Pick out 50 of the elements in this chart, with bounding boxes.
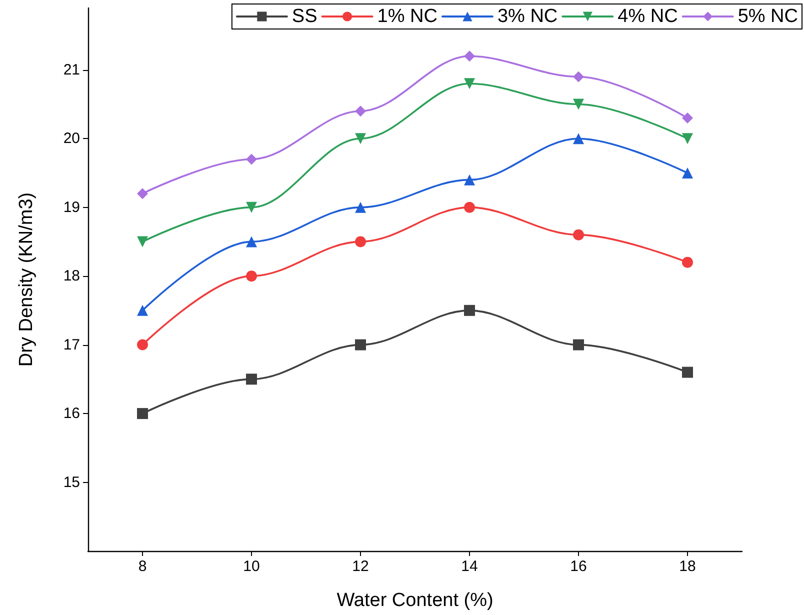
point bbox=[137, 236, 148, 248]
legend-label: 5% NC bbox=[738, 6, 798, 27]
point bbox=[682, 133, 693, 144]
point bbox=[246, 202, 257, 213]
point bbox=[137, 188, 148, 200]
point bbox=[682, 256, 693, 268]
point bbox=[355, 236, 366, 248]
y-tick-label: 21 bbox=[63, 61, 80, 78]
x-tick-label: 16 bbox=[570, 558, 587, 575]
y-tick-label: 18 bbox=[63, 268, 80, 285]
point bbox=[137, 339, 148, 350]
point bbox=[355, 106, 366, 117]
point bbox=[573, 98, 584, 110]
point bbox=[137, 304, 148, 316]
legend-label: 4% NC bbox=[618, 6, 678, 27]
point bbox=[464, 50, 475, 62]
y-tick-label: 17 bbox=[63, 336, 80, 354]
x-tick-label: 14 bbox=[461, 558, 478, 575]
point bbox=[246, 236, 257, 248]
y-axis-title: Dry Density (KN/m3) bbox=[16, 192, 37, 367]
legend-label: 3% NC bbox=[497, 6, 558, 27]
point bbox=[246, 270, 257, 282]
x-tick-label: 12 bbox=[352, 558, 369, 575]
x-tick-label: 18 bbox=[679, 558, 696, 575]
y-tick-label: 16 bbox=[63, 405, 80, 422]
point bbox=[573, 229, 584, 240]
point bbox=[682, 167, 693, 178]
point bbox=[246, 374, 257, 385]
point bbox=[355, 202, 366, 213]
point bbox=[464, 304, 475, 316]
x-tick-label: 10 bbox=[243, 558, 260, 575]
y-tick-label: 19 bbox=[63, 198, 80, 216]
y-tick-label: 20 bbox=[63, 130, 80, 148]
point bbox=[464, 174, 475, 186]
point bbox=[573, 133, 584, 144]
point bbox=[246, 154, 257, 165]
legend-label: 1% NC bbox=[377, 6, 438, 27]
legend-label: SS bbox=[292, 6, 318, 27]
point bbox=[682, 112, 693, 124]
point bbox=[682, 366, 693, 378]
y-tick-label: 15 bbox=[63, 474, 80, 491]
point bbox=[573, 71, 584, 82]
point bbox=[137, 408, 148, 420]
point bbox=[355, 339, 366, 350]
point bbox=[464, 78, 475, 90]
point bbox=[573, 339, 584, 350]
x-tick-label: 8 bbox=[138, 558, 147, 575]
point bbox=[355, 133, 366, 144]
x-axis-title: Water Content (%) bbox=[336, 590, 494, 611]
point bbox=[464, 202, 475, 213]
